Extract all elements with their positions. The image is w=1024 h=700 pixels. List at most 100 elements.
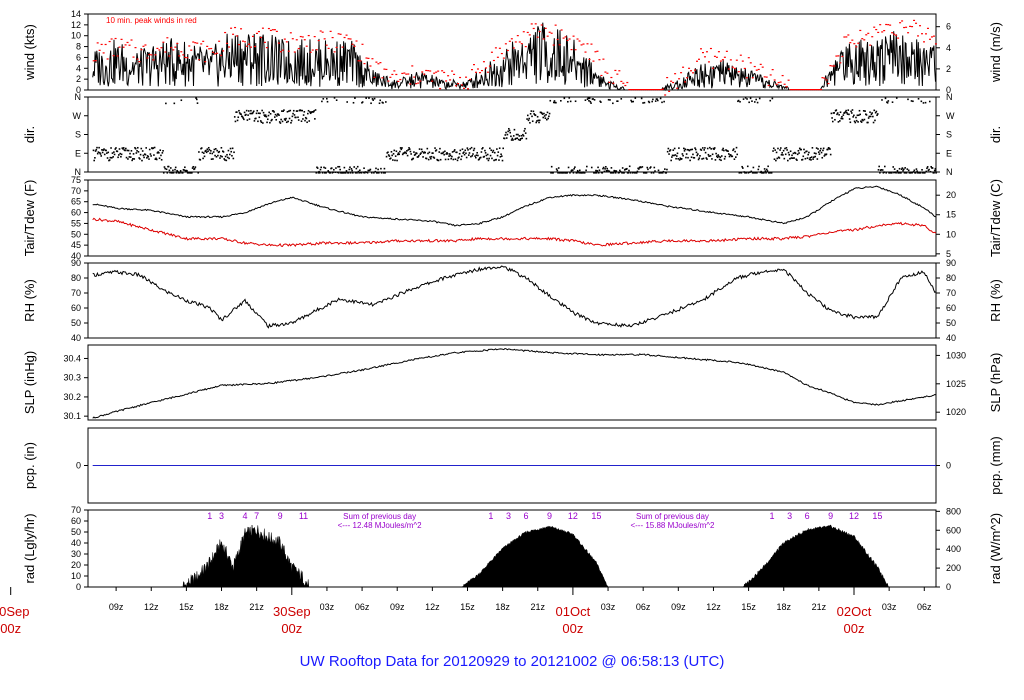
dir-point [815, 152, 817, 155]
peak-mark [472, 64, 475, 66]
dir-point [786, 149, 788, 151]
peak-mark [915, 22, 918, 24]
peak-mark [670, 80, 673, 82]
peak-mark [703, 56, 706, 58]
dir-panel: dir. dir.N NE ES SW WN N [22, 92, 1003, 177]
peak-mark [825, 79, 828, 81]
dir-point [853, 114, 855, 117]
dir-point [642, 102, 644, 104]
dir-point [706, 147, 709, 150]
dir-point [131, 159, 133, 162]
dir-point [214, 154, 216, 157]
dir-point [284, 119, 287, 121]
dir-point [635, 172, 638, 174]
peak-mark [467, 88, 470, 90]
dir-point [183, 169, 185, 171]
peak-mark [128, 44, 131, 46]
dir-point [691, 148, 694, 151]
dir-point [150, 155, 152, 157]
dir-point [577, 171, 580, 173]
dir-point [224, 159, 226, 161]
dir-point [671, 154, 674, 157]
peak-mark [206, 45, 209, 47]
dir-point [205, 151, 208, 154]
dir-point [233, 116, 236, 118]
dir-point [337, 165, 339, 168]
peak-mark [674, 73, 677, 75]
dir-point [905, 172, 908, 174]
dir-point [738, 172, 741, 174]
dir-point [243, 111, 246, 114]
dir-point [106, 157, 109, 159]
right-tick-label: 800 [946, 506, 961, 516]
dir-point [251, 112, 254, 115]
peak-mark [459, 76, 462, 79]
dir-point [153, 146, 156, 149]
dir-point [287, 120, 289, 123]
dir-point [447, 158, 450, 161]
left-tick-label: 40 [71, 333, 81, 343]
dir-point [517, 133, 519, 136]
peak-mark [184, 56, 187, 59]
peak-mark [230, 27, 233, 29]
dir-point [324, 167, 327, 169]
dir-point [542, 116, 545, 119]
dir-point [775, 159, 777, 162]
rad-sum-value: <--- 12.48 MJoules/m^2 [338, 521, 423, 530]
dir-point [590, 166, 593, 169]
dir-point [669, 149, 672, 151]
left-tick-label: 10 [71, 31, 81, 41]
dir-point [544, 117, 547, 119]
left-tick-label: 8 [76, 42, 81, 52]
peak-mark [261, 27, 264, 29]
dir-point [875, 110, 878, 113]
dir-point [685, 153, 688, 155]
peak-mark [694, 69, 697, 71]
dir-point [152, 147, 155, 149]
dir-point [117, 154, 120, 156]
dir-point [218, 150, 221, 153]
peak-mark [725, 50, 728, 52]
dir-point [268, 111, 270, 114]
dir-point [649, 166, 652, 168]
time-tick-label: 12z [425, 602, 440, 612]
dir-point [857, 114, 860, 117]
dir-point [527, 119, 530, 122]
dir-point [245, 109, 248, 112]
dir-point [583, 172, 586, 174]
dir-point [433, 157, 436, 159]
dir-point [124, 149, 126, 152]
peak-mark [817, 89, 821, 91]
dir-point [695, 151, 698, 154]
peak-mark [329, 30, 332, 32]
dir-point [553, 100, 556, 102]
dir-point [531, 115, 533, 118]
dir-point [618, 171, 620, 174]
dir-point [829, 148, 831, 150]
dir-point [777, 147, 779, 150]
dir-point [572, 172, 575, 174]
dir-point [647, 168, 649, 171]
peak-mark [534, 23, 537, 25]
dir-point [504, 134, 507, 136]
time-tick-label: 09z [109, 602, 124, 612]
dir-point [628, 169, 630, 172]
dir-point [821, 156, 824, 159]
peak-mark [911, 26, 914, 28]
dir-point [902, 169, 904, 172]
dir-point [661, 101, 663, 104]
dir-point [931, 167, 934, 169]
peak-mark [427, 70, 430, 72]
peak-mark [273, 29, 276, 31]
dir-point [444, 150, 446, 153]
dir-point [456, 151, 458, 154]
peak-mark [377, 63, 380, 65]
peak-mark [323, 38, 326, 40]
peak-mark [385, 68, 388, 71]
peak-mark [150, 54, 153, 56]
dir-point [489, 154, 492, 157]
dir-point [742, 98, 745, 100]
peak-mark [343, 36, 346, 39]
dir-point [256, 109, 259, 112]
left-axis-label: pcp. (in) [22, 442, 37, 489]
